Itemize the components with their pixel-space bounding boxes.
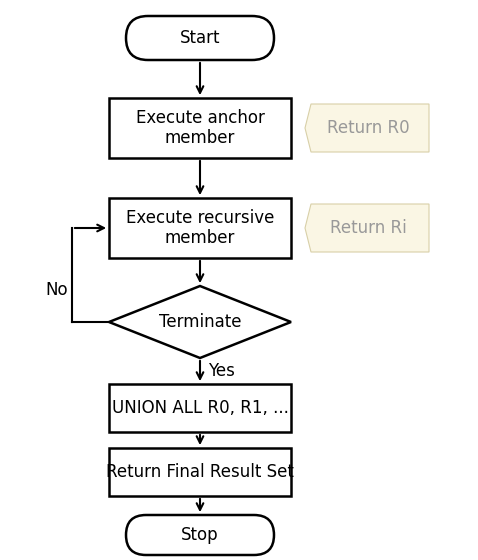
Polygon shape — [305, 204, 429, 252]
FancyBboxPatch shape — [109, 198, 291, 258]
Text: No: No — [45, 281, 68, 299]
Text: Stop: Stop — [181, 526, 219, 544]
FancyBboxPatch shape — [126, 515, 274, 555]
FancyBboxPatch shape — [109, 448, 291, 496]
Text: Execute recursive
member: Execute recursive member — [126, 209, 274, 248]
Text: Terminate: Terminate — [159, 313, 241, 331]
Polygon shape — [109, 286, 291, 358]
Text: UNION ALL R0, R1, ...: UNION ALL R0, R1, ... — [111, 399, 288, 417]
Text: Yes: Yes — [208, 362, 235, 380]
Text: Execute anchor
member: Execute anchor member — [136, 109, 264, 147]
FancyBboxPatch shape — [109, 384, 291, 432]
FancyBboxPatch shape — [109, 98, 291, 158]
Text: Return Final Result Set: Return Final Result Set — [106, 463, 294, 481]
Text: Start: Start — [180, 29, 220, 47]
Polygon shape — [305, 104, 429, 152]
Text: Return R0: Return R0 — [327, 119, 410, 137]
Text: Return Ri: Return Ri — [330, 219, 407, 237]
FancyBboxPatch shape — [126, 16, 274, 60]
